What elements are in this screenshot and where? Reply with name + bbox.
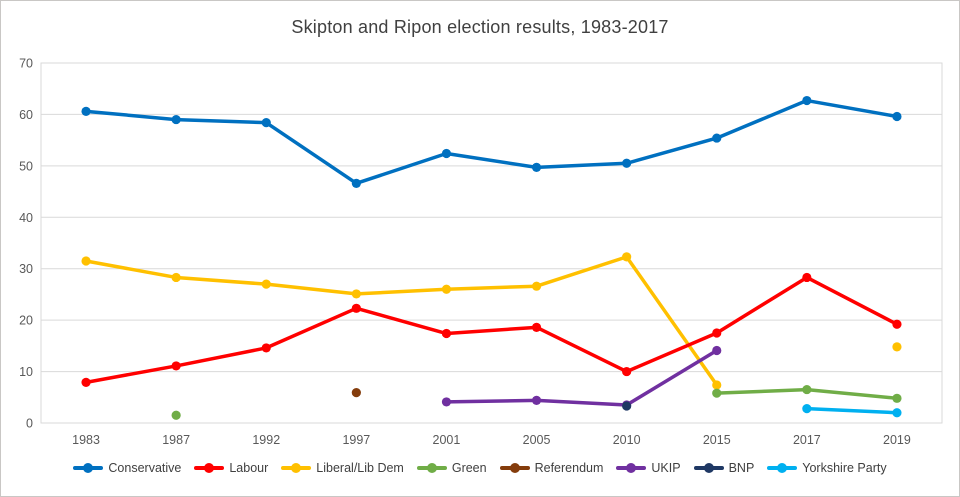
y-axis-tick-label: 20 bbox=[19, 314, 33, 328]
series-line-ukip bbox=[446, 348, 718, 407]
data-point-labour-1983 bbox=[81, 377, 91, 387]
y-axis-tick-label: 30 bbox=[19, 262, 33, 276]
data-point-yorkshire-party-2017 bbox=[802, 404, 812, 414]
x-axis-tick-label-2001: 2001 bbox=[433, 433, 461, 447]
x-axis-tick-label-2019: 2019 bbox=[883, 433, 911, 447]
legend-label-bnp: BNP bbox=[728, 461, 755, 475]
y-axis-tick-label: 10 bbox=[19, 365, 33, 379]
legend-item-bnp: BNP bbox=[693, 461, 755, 475]
chart-title: Skipton and Ripon election results, 1983… bbox=[291, 17, 669, 37]
data-point-green-2019 bbox=[892, 393, 902, 403]
data-point-liberal-lib-dem-2001 bbox=[441, 284, 452, 294]
data-point-conservative-2010 bbox=[622, 158, 632, 168]
y-axis-tick-label: 0 bbox=[26, 417, 33, 431]
legend-label-conservative: Conservative bbox=[108, 461, 182, 475]
data-point-labour-2015 bbox=[712, 328, 722, 338]
chart-legend: Conservative Labour Liberal/Lib Dem Green Re… bbox=[1, 461, 959, 475]
data-point-liberal-lib-dem-2019 bbox=[892, 342, 902, 352]
x-axis-tick-label-2010: 2010 bbox=[613, 433, 641, 447]
data-point-ukip-2015 bbox=[712, 345, 722, 356]
data-point-liberal-lib-dem-2015 bbox=[712, 380, 722, 390]
data-point-conservative-2001 bbox=[441, 148, 452, 159]
data-point-conservative-2019 bbox=[892, 111, 902, 122]
data-point-ukip-2005 bbox=[531, 395, 542, 405]
data-point-conservative-2015 bbox=[712, 133, 722, 143]
data-point-bnp-2010 bbox=[622, 401, 632, 411]
legend-item-ukip: UKIP bbox=[616, 461, 681, 475]
legend-label-referendum: Referendum bbox=[534, 461, 604, 475]
x-axis-tick-label-1992: 1992 bbox=[252, 433, 280, 447]
x-axis-tick-label-1997: 1997 bbox=[342, 433, 370, 447]
x-axis-tick-label-2017: 2017 bbox=[793, 433, 821, 447]
legend-item-conservative: Conservative bbox=[73, 461, 181, 475]
data-point-liberal-lib-dem-1997 bbox=[351, 289, 361, 299]
data-point-green-2017 bbox=[802, 384, 812, 395]
data-point-conservative-2005 bbox=[531, 162, 542, 172]
legend-item-liberal-lib-dem: Liberal/Lib Dem bbox=[281, 461, 404, 475]
legend-item-yorkshire-party: Yorkshire Party bbox=[767, 461, 887, 475]
plot-border bbox=[40, 62, 943, 424]
legend-marker-referendum bbox=[499, 463, 530, 473]
data-point-conservative-1983 bbox=[81, 106, 91, 116]
data-point-conservative-1997 bbox=[351, 178, 361, 188]
data-point-labour-1997 bbox=[351, 303, 361, 313]
series-line-liberal-lib-dem bbox=[85, 255, 719, 386]
legend-item-green: Green bbox=[416, 461, 487, 475]
y-axis-tick-label: 50 bbox=[19, 159, 33, 173]
legend-marker-ukip bbox=[616, 463, 647, 473]
legend-marker-yorkshire-party bbox=[767, 463, 798, 473]
legend-label-green: Green bbox=[451, 461, 487, 475]
data-point-green-2015 bbox=[712, 388, 722, 398]
y-axis-tick-label: 60 bbox=[19, 108, 33, 122]
series-line-yorkshire-party bbox=[806, 406, 898, 415]
data-point-liberal-lib-dem-1983 bbox=[81, 256, 91, 266]
legend-label-ukip: UKIP bbox=[651, 461, 681, 475]
series-line-conservative bbox=[85, 98, 898, 186]
data-point-liberal-lib-dem-2010 bbox=[622, 252, 632, 262]
y-axis-tick-label: 40 bbox=[19, 211, 33, 225]
legend-item-referendum: Referendum bbox=[499, 461, 604, 475]
legend-marker-labour bbox=[194, 463, 225, 473]
legend-marker-green bbox=[416, 463, 447, 473]
data-point-liberal-lib-dem-1992 bbox=[261, 279, 271, 289]
line-chart-plot-area: 0 10 20 30 40 50 60 70 1983 1987 1992 1997 2001 2005 2… bbox=[19, 57, 943, 447]
data-point-yorkshire-party-2019 bbox=[892, 408, 902, 418]
legend-label-yorkshire-party: Yorkshire Party bbox=[802, 461, 887, 475]
data-point-labour-2019 bbox=[892, 319, 902, 329]
data-point-labour-1987 bbox=[171, 361, 181, 371]
x-axis-tick-label-1987: 1987 bbox=[162, 433, 190, 447]
series-line-labour bbox=[85, 275, 898, 385]
data-point-labour-2001 bbox=[441, 328, 452, 339]
data-point-labour-1992 bbox=[261, 343, 271, 353]
legend-item-labour: Labour bbox=[194, 461, 268, 475]
data-point-conservative-1992 bbox=[261, 118, 271, 128]
data-point-referendum-1997 bbox=[351, 388, 361, 398]
data-point-conservative-2017 bbox=[802, 95, 812, 106]
data-point-green-1987 bbox=[171, 410, 181, 420]
data-point-liberal-lib-dem-2005 bbox=[531, 281, 542, 291]
data-point-liberal-lib-dem-1987 bbox=[171, 272, 181, 283]
legend-label-liberal-lib-dem: Liberal/Lib Dem bbox=[316, 461, 404, 475]
legend-marker-conservative bbox=[73, 463, 104, 473]
data-point-labour-2010 bbox=[622, 366, 632, 377]
data-point-labour-2017 bbox=[802, 272, 812, 283]
legend-label-labour: Labour bbox=[229, 461, 269, 475]
y-axis-tick-label: 70 bbox=[19, 57, 33, 71]
legend-marker-liberal-lib-dem bbox=[281, 463, 312, 473]
data-point-ukip-2001 bbox=[441, 397, 452, 407]
data-point-labour-2005 bbox=[531, 322, 542, 332]
data-point-conservative-1987 bbox=[171, 114, 181, 125]
legend-marker-bnp bbox=[693, 463, 724, 473]
x-axis-tick-label-1983: 1983 bbox=[72, 433, 100, 447]
x-axis-tick-label-2005: 2005 bbox=[523, 433, 551, 447]
x-axis-tick-label-2015: 2015 bbox=[703, 433, 731, 447]
